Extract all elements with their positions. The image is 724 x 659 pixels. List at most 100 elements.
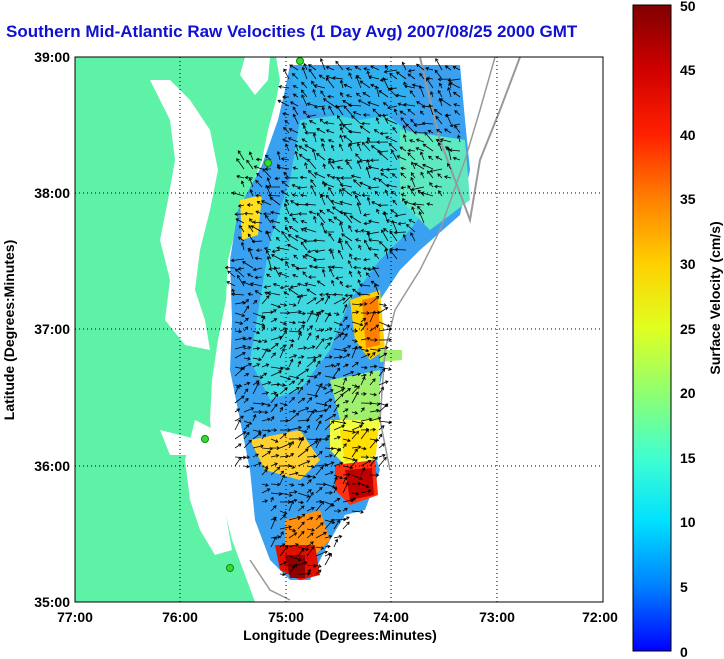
velocity-arrow — [372, 177, 380, 181]
velocity-arrow — [261, 295, 270, 305]
velocity-arrow — [279, 375, 292, 381]
velocity-arrow — [336, 105, 344, 116]
velocity-arrow — [319, 57, 326, 71]
velocity-arrow — [297, 513, 306, 521]
velocity-arrow — [378, 443, 386, 449]
velocity-arrow — [418, 84, 425, 98]
velocity-arrow — [266, 249, 272, 260]
velocity-arrow — [339, 221, 344, 233]
velocity-arrow — [362, 92, 371, 98]
velocity-arrow — [280, 190, 290, 197]
velocity-arrow — [243, 388, 249, 395]
velocity-arrow — [234, 383, 243, 388]
velocity-arrow — [266, 177, 272, 188]
velocity-arrow — [331, 159, 344, 164]
velocity-arrow — [306, 545, 315, 557]
velocity-arrow — [339, 188, 344, 197]
velocity-arrow — [306, 541, 314, 548]
velocity-arrow — [306, 374, 318, 379]
velocity-arrow — [333, 519, 340, 530]
velocity-arrow — [252, 321, 266, 327]
velocity-arrow — [438, 82, 443, 89]
velocity-arrow — [315, 450, 323, 458]
colorbar: 50 45 40 35 30 25 20 15 10 5 0 Surface V… — [632, 0, 723, 659]
velocity-arrow — [387, 105, 398, 110]
velocity-arrow — [333, 403, 340, 413]
velocity-arrow — [360, 489, 372, 494]
velocity-arrow — [324, 375, 337, 380]
x-axis-label: Longitude (Degrees:Minutes) — [243, 627, 437, 643]
velocity-arrow — [252, 453, 259, 458]
velocity-arrow — [382, 77, 389, 89]
velocity-arrow — [315, 499, 323, 504]
velocity-arrow — [349, 253, 353, 260]
velocity-arrow — [255, 157, 263, 162]
velocity-arrow — [306, 516, 314, 521]
velocity-arrow — [263, 247, 272, 251]
velocity-arrow — [234, 300, 246, 305]
velocity-arrow — [234, 329, 243, 334]
velocity-arrow — [301, 66, 308, 80]
velocity-arrow — [313, 215, 317, 224]
velocity-arrow — [448, 148, 461, 153]
velocity-arrow — [261, 428, 272, 433]
velocity-arrow — [333, 420, 347, 425]
velocity-arrow — [243, 431, 250, 440]
velocity-arrow — [267, 291, 281, 296]
velocity-arrow — [436, 129, 443, 134]
velocity-arrow — [315, 402, 328, 407]
velocity-arrow — [327, 94, 335, 99]
velocity-arrow — [306, 491, 314, 503]
velocity-arrow — [404, 200, 416, 206]
velocity-arrow — [246, 203, 254, 207]
velocity-arrow — [360, 467, 366, 476]
velocity-arrow — [429, 182, 434, 188]
velocity-arrow — [400, 193, 407, 197]
velocity-arrow — [351, 115, 362, 125]
velocity-arrow — [411, 206, 416, 215]
velocity-arrow — [333, 474, 343, 480]
velocity-arrow — [383, 69, 398, 74]
velocity-arrow — [342, 521, 350, 530]
velocity-arrow — [297, 320, 306, 325]
velocity-arrow — [288, 500, 294, 512]
velocity-arrow — [270, 309, 277, 314]
velocity-arrow — [252, 330, 261, 335]
velocity-arrow — [288, 426, 302, 431]
station-marker — [201, 435, 209, 443]
velocity-arrow — [333, 334, 342, 341]
velocity-arrow — [360, 407, 365, 413]
velocity-arrow — [292, 93, 299, 98]
velocity-arrow — [324, 342, 331, 350]
velocity-arrow — [284, 175, 299, 180]
velocity-arrow — [339, 280, 344, 287]
x-tick-label: 74:00 — [373, 609, 409, 625]
velocity-arrow — [351, 361, 359, 368]
velocity-arrow — [351, 411, 359, 415]
velocity-arrow — [315, 546, 325, 550]
velocity-arrow — [324, 414, 337, 422]
velocity-arrow — [369, 408, 380, 413]
velocity-arrow — [378, 303, 387, 307]
velocity-arrow — [407, 152, 416, 161]
velocity-arrow — [300, 219, 308, 224]
velocity-arrow — [264, 154, 272, 161]
colorbar-tick: 10 — [680, 514, 696, 530]
velocity-arrow — [234, 456, 242, 467]
velocity-arrow — [297, 500, 304, 505]
velocity-arrow — [365, 166, 371, 179]
velocity-arrow — [303, 62, 308, 71]
velocity-arrow — [395, 71, 407, 80]
velocity-arrow — [393, 108, 398, 116]
velocity-arrow — [323, 230, 335, 234]
velocity-arrow — [342, 408, 349, 413]
velocity-arrow — [409, 90, 416, 98]
velocity-arrow — [270, 466, 281, 476]
velocity-arrow — [437, 77, 452, 82]
velocity-arrow — [389, 73, 398, 80]
velocity-arrow — [325, 129, 335, 134]
velocity-arrow — [413, 130, 425, 135]
velocity-arrow — [342, 294, 353, 305]
velocity-arrow — [288, 303, 297, 307]
velocity-arrow — [284, 216, 290, 224]
